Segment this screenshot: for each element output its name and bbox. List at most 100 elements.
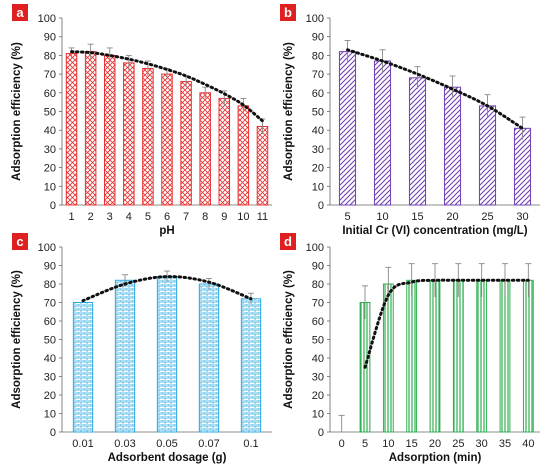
bar xyxy=(240,298,262,433)
bar xyxy=(373,60,392,206)
y-tick-label: 80 xyxy=(312,50,324,62)
bar xyxy=(218,97,231,206)
x-tick-label: 5 xyxy=(145,211,151,223)
y-tick-label: 90 xyxy=(44,32,56,44)
y-tick-label: 100 xyxy=(306,242,324,254)
bar xyxy=(199,92,211,206)
x-tick-label: 30 xyxy=(516,211,528,223)
bar xyxy=(114,279,136,433)
error-bar xyxy=(414,66,421,90)
y-tick-label: 80 xyxy=(44,50,56,62)
x-tick-label: 30 xyxy=(476,438,488,450)
bar xyxy=(72,302,94,433)
bar xyxy=(429,279,441,433)
x-tick-label: 20 xyxy=(446,211,458,223)
y-tick-label: 40 xyxy=(312,353,324,365)
y-tick-label: 10 xyxy=(312,181,324,193)
bar xyxy=(338,51,357,206)
x-tick-label: 5 xyxy=(362,438,368,450)
y-tick-label: 100 xyxy=(38,242,56,254)
panel-badge-letter: d xyxy=(284,234,292,249)
x-tick-label: 10 xyxy=(237,211,249,223)
trend-line xyxy=(81,275,253,303)
bar xyxy=(452,279,464,433)
x-tick-label: 10 xyxy=(382,438,394,450)
bar xyxy=(522,279,534,433)
bar xyxy=(123,62,135,206)
x-tick-label: 5 xyxy=(344,211,350,223)
y-tick-label: 50 xyxy=(44,335,56,347)
bar xyxy=(478,105,497,206)
panel-badge-box xyxy=(280,233,296,250)
error-bar xyxy=(125,54,132,71)
y-tick-label: 100 xyxy=(306,13,324,25)
y-axis-title: Adsorption efficiency (%) xyxy=(283,42,295,181)
bar xyxy=(198,283,220,433)
panel-badge-box xyxy=(280,4,296,21)
x-tick-label: 8 xyxy=(202,211,208,223)
y-tick-label: 10 xyxy=(44,409,56,421)
bar xyxy=(84,51,97,206)
bar xyxy=(443,86,462,206)
x-tick-label: 15 xyxy=(411,211,423,223)
y-tick-label: 60 xyxy=(312,316,324,328)
panel-badge: b xyxy=(280,4,296,21)
chart-panel-b: 0 10 20 30 40 50 60 70 80 90 100 5 10 15 20 25 30 Initial… xyxy=(280,4,540,237)
bar xyxy=(476,279,488,433)
y-tick-label: 30 xyxy=(312,144,324,156)
x-tick-label: 3 xyxy=(107,211,113,223)
error-bar xyxy=(68,47,75,60)
x-axis-title: Initial Cr (VI) concentration (mg/L) xyxy=(342,225,527,237)
panel-badge-box xyxy=(12,233,28,250)
x-axis-title: Adsorption (min) xyxy=(389,452,482,464)
error-bar xyxy=(362,285,368,320)
bar xyxy=(256,125,269,206)
bar xyxy=(406,279,418,433)
panel-badge-letter: b xyxy=(284,5,292,20)
x-tick-label: 7 xyxy=(183,211,189,223)
y-tick-label: 30 xyxy=(312,372,324,384)
error-bar xyxy=(206,278,212,290)
x-tick-label: 25 xyxy=(481,211,493,223)
y-tick-label: 90 xyxy=(312,261,324,273)
y-tick-label: 30 xyxy=(44,144,56,156)
bar xyxy=(156,276,178,433)
chart-panel-a: 0 10 20 30 40 50 60 70 80 90 100 1 2 3 4 5 6 7 8 9 10 11 pH Ads… xyxy=(11,4,272,237)
x-tick-label: 11 xyxy=(257,211,268,223)
bar xyxy=(499,279,511,433)
bar xyxy=(408,77,427,206)
bar xyxy=(180,81,192,206)
bar xyxy=(382,283,394,433)
x-tick-label: 2 xyxy=(88,211,94,223)
error-bar xyxy=(202,86,209,99)
x-tick-label: 0.07 xyxy=(198,438,219,450)
panel-badge-box xyxy=(12,4,28,21)
y-tick-label: 70 xyxy=(312,298,324,310)
x-tick-label: 0.03 xyxy=(114,438,135,450)
x-tick-label: 15 xyxy=(406,438,418,450)
panel-badge: a xyxy=(12,4,28,21)
x-tick-label: 0.05 xyxy=(156,438,177,450)
y-tick-label: 20 xyxy=(44,390,56,402)
trend-line xyxy=(363,278,530,369)
bar xyxy=(65,53,78,206)
y-tick-label: 0 xyxy=(318,427,324,439)
bar xyxy=(142,67,154,206)
y-tick-label: 80 xyxy=(44,279,56,291)
chart-panel-c: 0 10 20 30 40 50 60 70 80 90 100 0.01 0.03 0.05 0.07 0.… xyxy=(11,233,272,464)
bar xyxy=(103,54,116,206)
y-tick-label: 90 xyxy=(312,32,324,44)
bar xyxy=(513,127,532,206)
y-axis-title: Adsorption efficiency (%) xyxy=(11,42,23,181)
y-tick-label: 80 xyxy=(312,279,324,291)
y-tick-label: 0 xyxy=(50,427,56,439)
x-tick-label: 0.1 xyxy=(243,438,258,450)
y-tick-label: 60 xyxy=(44,88,56,100)
x-tick-label: 35 xyxy=(499,438,511,450)
x-tick-label: 40 xyxy=(522,438,534,450)
x-tick-label: 20 xyxy=(429,438,441,450)
y-axis-title: Adsorption efficiency (%) xyxy=(283,270,295,409)
y-tick-label: 60 xyxy=(312,88,324,100)
y-tick-label: 70 xyxy=(312,69,324,81)
